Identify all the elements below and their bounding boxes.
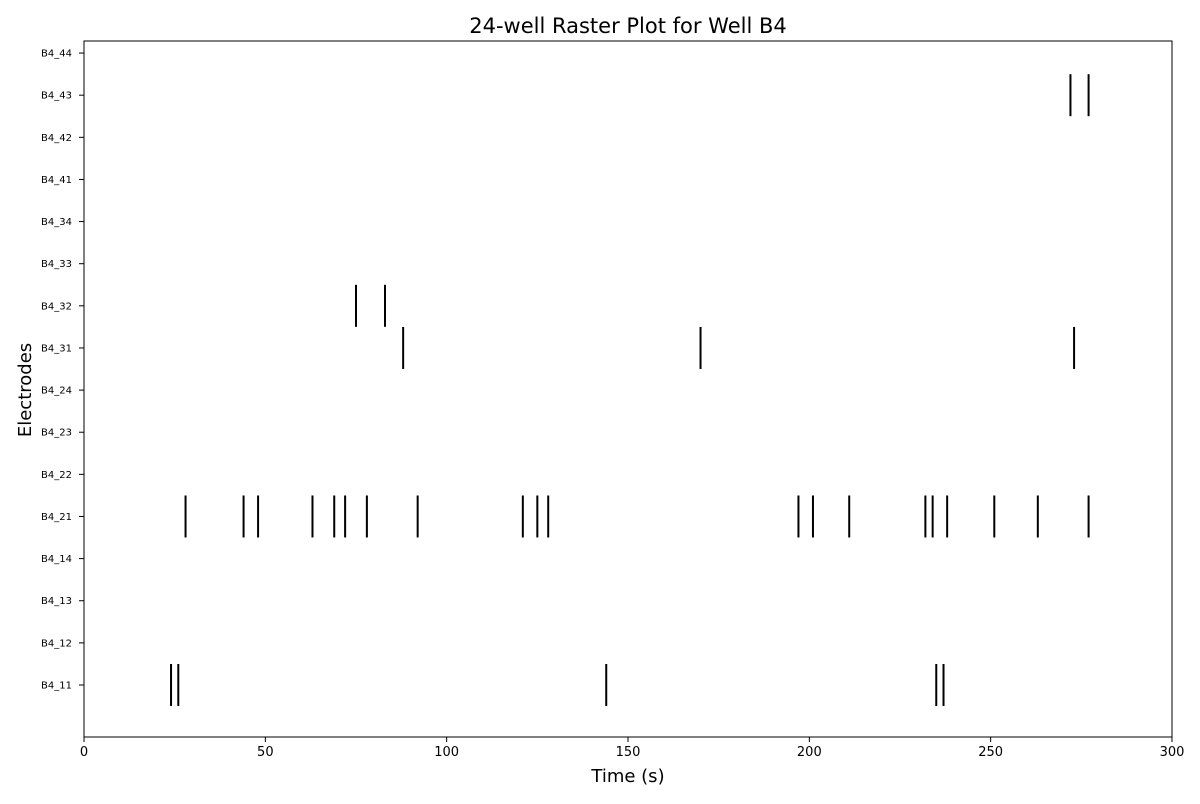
x-tick-label: 150 <box>616 745 641 760</box>
y-tick-label: B4_12 <box>41 638 72 649</box>
y-tick-label: B4_32 <box>41 301 72 312</box>
chart-title: 24-well Raster Plot for Well B4 <box>469 14 787 38</box>
plot-frame <box>83 40 1173 738</box>
y-tick-label: B4_34 <box>41 217 72 228</box>
x-tick-label: 100 <box>434 745 459 760</box>
x-tick-label: 0 <box>80 745 88 760</box>
x-tick-label: 50 <box>257 745 274 760</box>
x-axis-label: Time (s) <box>590 766 664 787</box>
y-axis-label: Electrodes <box>15 343 36 437</box>
x-tick-label: 200 <box>797 745 822 760</box>
y-tick-label: B4_33 <box>41 259 72 270</box>
y-tick-label: B4_41 <box>41 175 72 186</box>
y-tick-label: B4_13 <box>41 596 72 607</box>
x-tick-label: 300 <box>1160 745 1185 760</box>
y-tick-label: B4_14 <box>41 554 72 565</box>
y-tick-label: B4_31 <box>41 343 72 354</box>
x-tick-label: 250 <box>978 745 1003 760</box>
y-tick-label: B4_43 <box>41 91 72 102</box>
y-tick-label: B4_11 <box>41 681 72 692</box>
y-tick-label: B4_44 <box>41 49 72 60</box>
y-tick-label: B4_23 <box>41 428 72 439</box>
y-tick-label: B4_24 <box>41 386 72 397</box>
y-tick-label: B4_21 <box>41 512 72 523</box>
y-tick-label: B4_42 <box>41 133 72 144</box>
y-tick-label: B4_22 <box>41 470 72 481</box>
plot-area: 0 50 100 150 200 250 300 B4_11 B4_12 B4_13 B4_14 B4… <box>41 40 1185 760</box>
